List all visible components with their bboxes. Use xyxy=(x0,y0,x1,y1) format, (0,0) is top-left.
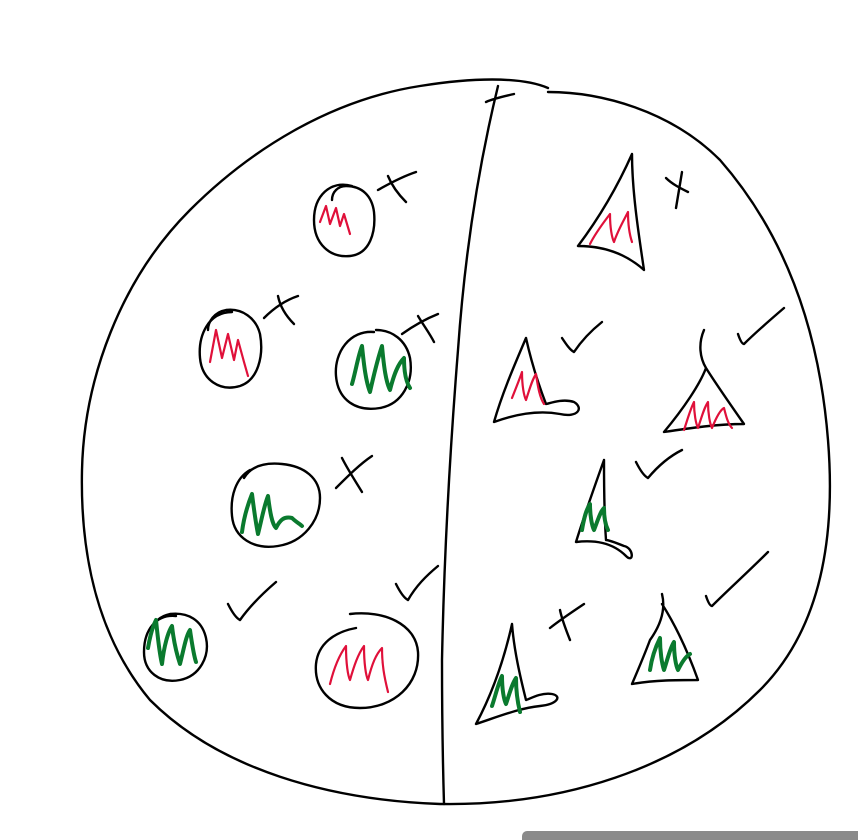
triangle-shape xyxy=(492,336,580,424)
circle-item xyxy=(334,312,440,410)
circle-shape xyxy=(142,612,209,682)
circle-item xyxy=(198,294,300,389)
triangle-item xyxy=(492,320,604,424)
cross-mark xyxy=(400,312,440,344)
circle-shape xyxy=(314,612,420,710)
check-mark xyxy=(394,564,440,602)
green-scribble xyxy=(240,492,304,536)
green-scribble xyxy=(350,344,412,394)
triangle-shape xyxy=(662,328,746,434)
green-scribble xyxy=(580,502,610,532)
cross-mark xyxy=(262,294,300,326)
horizontal-scrollbar[interactable] xyxy=(522,831,858,840)
left-circles-group xyxy=(142,170,440,710)
triangle-item xyxy=(474,602,586,726)
green-scribble xyxy=(648,636,692,672)
divider-tick xyxy=(484,92,516,104)
check-mark xyxy=(704,550,770,608)
triangle-item xyxy=(574,448,684,560)
check-mark xyxy=(226,580,278,622)
red-scribble xyxy=(682,400,734,432)
triangle-item xyxy=(576,152,690,272)
red-scribble xyxy=(318,204,352,236)
triangle-item xyxy=(662,306,786,434)
circle-item xyxy=(230,454,374,548)
triangle-shape xyxy=(630,592,700,686)
red-scribble xyxy=(588,210,634,246)
circle-shape xyxy=(230,462,322,548)
cross-mark xyxy=(548,602,586,642)
red-scribble xyxy=(510,370,546,406)
check-mark xyxy=(560,320,604,354)
circle-shape xyxy=(334,328,412,410)
green-scribble xyxy=(490,674,522,714)
cross-mark xyxy=(334,454,374,494)
green-scribble xyxy=(146,618,198,666)
circle-shape xyxy=(312,183,376,258)
cross-mark xyxy=(664,170,690,210)
red-scribble xyxy=(328,644,390,694)
right-triangles-group xyxy=(474,152,786,726)
circle-item xyxy=(314,564,440,710)
cross-mark xyxy=(376,170,418,204)
check-mark xyxy=(634,448,684,480)
triangle-item xyxy=(630,550,770,686)
circle-shape xyxy=(198,308,263,389)
triangle-shape xyxy=(576,152,646,272)
check-mark xyxy=(736,306,786,346)
circle-item xyxy=(312,170,418,258)
red-scribble xyxy=(208,328,250,378)
circle-item xyxy=(142,580,278,682)
divider-line xyxy=(440,84,500,806)
outer-boundary xyxy=(80,78,832,806)
triangle-shape xyxy=(474,622,559,726)
